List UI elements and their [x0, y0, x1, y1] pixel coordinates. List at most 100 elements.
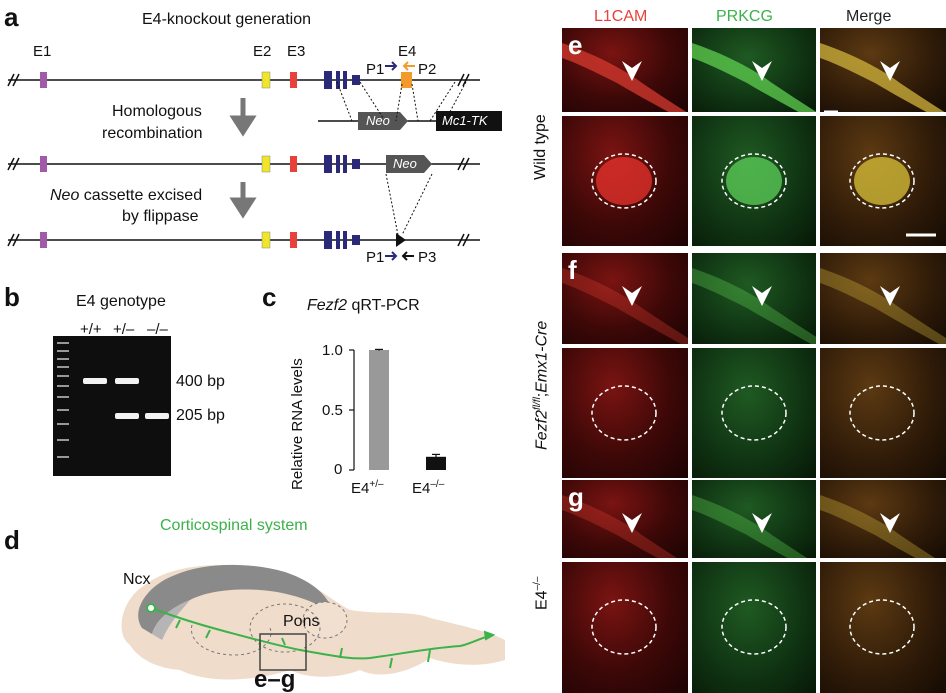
arrowhead-marker [622, 286, 642, 306]
panel-a-title: E4-knockout generation [142, 11, 311, 28]
micrograph-prkcg-row2 [692, 253, 816, 344]
xlabel-het: E4+/– [351, 479, 384, 497]
cortex [138, 564, 332, 634]
arrowhead-marker [622, 513, 642, 533]
tract-band [820, 268, 946, 344]
pyramid-signal [726, 157, 782, 205]
primer-p2-top: P2 [418, 61, 437, 78]
arrow-down-1 [229, 98, 257, 137]
pyramid-outline [721, 385, 787, 441]
ytick-05: 0.5 [322, 402, 343, 419]
neo-label-recombined: Neo [393, 156, 417, 171]
micrograph-prkcg-row0 [692, 28, 816, 112]
locus-row-excised [7, 231, 480, 261]
brain-sagittal-diagram [121, 564, 505, 680]
exon-label-e1: E1 [33, 43, 52, 60]
lane-label-het: +/– [113, 321, 135, 338]
col-head-prkcg: PRKCG [716, 8, 773, 25]
ncx-label: Ncx [123, 571, 151, 588]
pyramid-outline [849, 153, 915, 209]
e4ko-row-sup: –/– [532, 576, 543, 591]
locus-row-wildtype [7, 61, 480, 89]
micrograph-merge-row5 [820, 562, 946, 693]
fezf2-row-sep: ; [533, 392, 551, 398]
xlabel-ko: E4–/– [412, 479, 445, 497]
arrowhead-marker [752, 286, 772, 306]
xlabel-ko-base: E4 [412, 480, 431, 497]
targeting-construct [318, 81, 502, 131]
micrograph-prkcg-row5 [692, 562, 816, 693]
fezf2-italic: Fezf2 [307, 297, 348, 314]
pyramid-outline [849, 599, 915, 655]
exon-e3 [290, 72, 297, 88]
emx1-row-italic: Emx1-Cre [533, 320, 551, 393]
tract-band [562, 43, 687, 112]
step2-line1-rest: cassette excised [79, 187, 203, 204]
tract-band [692, 495, 807, 558]
exon-e4 [401, 72, 412, 88]
pyramid-outline [849, 385, 915, 441]
band-label-400: 400 bp [176, 373, 225, 390]
exon-label-e3: E3 [287, 43, 306, 60]
panel-d-title: Corticospinal system [160, 517, 308, 534]
fezf2-row-sup: fl/fl [532, 397, 543, 410]
ncx-neuron [146, 603, 156, 613]
primer-p1-bottom: P1 [366, 249, 385, 266]
tract-band [562, 495, 677, 558]
panel-label-g: g [568, 482, 584, 512]
exon-label-e4: E4 [398, 43, 417, 60]
panel-c-label: c [262, 282, 277, 312]
exon-e1 [40, 72, 47, 88]
tract-band [820, 495, 935, 558]
micrograph-l1cam-row0: e [562, 28, 688, 112]
arrowhead-marker [880, 61, 900, 81]
micrograph-merge-row0 [820, 28, 946, 112]
pyramid-outline [721, 599, 787, 655]
xlabel-het-sup: +/– [369, 479, 384, 490]
micrograph-merge-row4 [820, 480, 946, 558]
micrograph-prkcg-row4 [692, 480, 816, 558]
exon-e2 [261, 71, 271, 89]
step1-line2: recombination [102, 125, 203, 142]
tract-band [692, 43, 816, 112]
mc1tk-label: Mc1-TK [442, 113, 488, 128]
step1-line1: Homologous [112, 103, 202, 120]
panel-c-title-rest: qRT-PCR [347, 297, 420, 314]
step2-neo-italic: Neo [50, 187, 80, 204]
inset-label-eg: e–g [254, 666, 296, 693]
primer-p1-top: P1 [366, 61, 385, 78]
qrtpcr-bar-chart [349, 348, 446, 471]
pyramid-outline [591, 153, 657, 209]
step2-line2: by flippase [122, 208, 199, 225]
micrograph-l1cam-row2: f [562, 253, 688, 344]
tract-band [692, 268, 816, 344]
band-ko-205 [145, 413, 169, 419]
lane-label-wt: +/+ [80, 321, 102, 338]
micrograph-merge-row2 [820, 253, 946, 344]
chart-ylabel: Relative RNA levels [289, 358, 306, 490]
step2-line1: Neo cassette excised [50, 188, 202, 204]
row-label-e4ko: E4–/– [532, 577, 551, 610]
row-label-fezf2: Fezf2fl/fl;Emx1-Cre [532, 321, 551, 450]
arrowhead-marker [880, 286, 900, 306]
panel-d-label: d [4, 525, 20, 555]
micrograph-grid: e f g [562, 28, 946, 693]
inset-box [259, 633, 307, 671]
tract-band [820, 43, 945, 112]
row-label-wildtype: Wild type [532, 114, 549, 180]
xlabel-ko-sup: –/– [430, 479, 445, 490]
xlabel-het-base: E4 [351, 480, 370, 497]
arrowhead-marker [622, 61, 642, 81]
panel-a-label: a [4, 2, 19, 32]
ytick-10: 1.0 [322, 342, 343, 359]
e4ko-row-base: E4 [533, 590, 551, 610]
arrow-down-2 [229, 182, 257, 219]
micrograph-l1cam-row1 [562, 116, 688, 246]
fezf2-row-italic: Fezf2 [533, 409, 551, 450]
micrograph-prkcg-row1 [692, 116, 816, 246]
neo-label-construct: Neo [366, 113, 390, 128]
micrograph-prkcg-row3 [692, 348, 816, 478]
micrograph-l1cam-row4: g [562, 480, 688, 558]
band-wt-400 [83, 378, 107, 384]
tract-band [562, 268, 688, 344]
